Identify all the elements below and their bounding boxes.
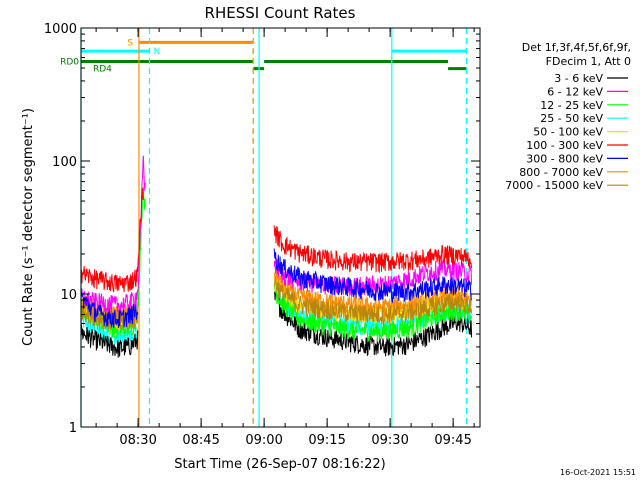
y-axis-label: Count Rate (s⁻¹ detector segment⁻¹) (21, 108, 36, 346)
timestamp: 16-Oct-2021 15:51 (560, 468, 636, 477)
axes: 1 10 100 1000 08:30 08:45 09:00 09:15 09:30 09:45 (44, 22, 481, 448)
legend-entry-label: 3 - 6 keV (554, 72, 603, 85)
plot-frame (80, 27, 481, 428)
y-tick-label: 10 (60, 288, 77, 303)
x-tick-label: 09:15 (308, 433, 345, 448)
series-line-100-300-kev-pre (80, 188, 144, 293)
legend-entry-label: 6 - 12 keV (547, 85, 603, 98)
legend-entry-label: 7000 - 15000 keV (505, 179, 603, 192)
legend: Det 1f,3f,4f,5f,6f,9f, FDecim 1, Att 0 3… (505, 41, 631, 192)
x-tick-label: 08:30 (119, 433, 156, 448)
flag-label-rd4: RD4 (93, 65, 112, 75)
legend-entry-label: 50 - 100 keV (533, 126, 603, 139)
legend-entry-label: 100 - 300 keV (526, 139, 603, 152)
series-line-100-300-kev-post (273, 225, 473, 274)
y-tick-label: 100 (52, 155, 77, 170)
x-axis-label: Start Time (26-Sep-07 08:16:22) (174, 457, 385, 472)
legend-header-line-1: Det 1f,3f,4f,5f,6f,9f, (522, 41, 631, 54)
vertical-markers (80, 28, 468, 427)
chart-title: RHESSI Count Rates (205, 4, 356, 22)
series-line-25-50-kev-pre (80, 310, 139, 350)
y-tick-label: 1000 (44, 22, 77, 37)
flag-label-s: S (127, 38, 133, 48)
y-tick-label: 1 (69, 421, 77, 436)
series-line-3-6-kev-post (273, 290, 473, 357)
flag-bars: S N RD0 RD4 (60, 38, 467, 75)
legend-entry-label: 800 - 7000 keV (519, 166, 603, 179)
x-tick-label: 09:45 (434, 433, 471, 448)
x-tick-label: 09:30 (371, 433, 408, 448)
legend-header-line-2: FDecim 1, Att 0 (546, 55, 631, 68)
legend-entry-label: 25 - 50 keV (540, 112, 603, 125)
x-tick-label: 09:00 (245, 433, 282, 448)
legend-entry-label: 300 - 800 keV (526, 152, 603, 165)
x-tick-label: 08:45 (182, 433, 219, 448)
series-line-7000-15000-kev-post (273, 276, 473, 326)
series-group (80, 155, 473, 358)
series-line-12-25-kev-post (273, 285, 473, 343)
series-line-300-800-kev-pre (80, 292, 139, 329)
flag-label-n: N (153, 47, 160, 57)
series-line-3-6-kev-pre (80, 324, 139, 358)
flag-label-rd0: RD0 (60, 57, 79, 67)
legend-entry-label: 12 - 25 keV (540, 99, 603, 112)
series-line-300-800-kev-post (273, 248, 473, 304)
